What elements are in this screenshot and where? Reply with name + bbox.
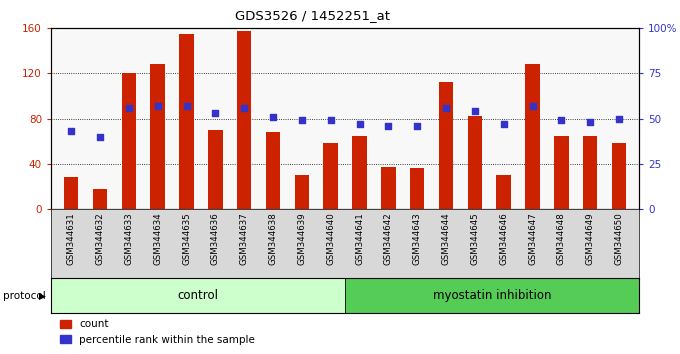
Bar [266,132,280,209]
Point [441,105,452,110]
Text: GSM344632: GSM344632 [95,212,105,265]
Text: GSM344637: GSM344637 [239,212,249,265]
Point [123,105,134,110]
Point [383,123,394,129]
Text: GSM344650: GSM344650 [615,212,624,265]
Text: GSM344634: GSM344634 [153,212,163,265]
Bar [237,30,252,209]
Bar [352,136,367,209]
Text: GSM344646: GSM344646 [499,212,508,265]
Point [152,103,163,109]
Text: GSM344640: GSM344640 [326,212,335,265]
Point [325,118,336,123]
Text: GDS3526 / 1452251_at: GDS3526 / 1452251_at [235,9,390,22]
Text: protocol: protocol [3,291,46,301]
Point [95,134,105,139]
Bar [208,130,222,209]
Bar [612,143,626,209]
Text: GSM344636: GSM344636 [211,212,220,265]
Text: GSM344631: GSM344631 [67,212,75,265]
Text: GSM344645: GSM344645 [471,212,479,265]
Bar [324,143,338,209]
Bar [122,74,136,209]
Point [66,129,77,134]
Text: ▶: ▶ [39,292,46,301]
Point [210,110,221,116]
Text: control: control [177,289,218,302]
Point [296,118,307,123]
Bar [496,175,511,209]
Bar [180,34,194,209]
Point [613,116,624,121]
Point [469,109,480,114]
Text: GSM344647: GSM344647 [528,212,537,265]
Text: GSM344635: GSM344635 [182,212,191,265]
Legend: count, percentile rank within the sample: count, percentile rank within the sample [56,315,259,349]
Bar [294,175,309,209]
Text: GSM344638: GSM344638 [269,212,277,265]
Point [181,103,192,109]
Point [239,105,250,110]
Point [585,119,596,125]
Point [412,123,423,129]
Point [556,118,567,123]
Bar [345,278,639,313]
Text: GSM344649: GSM344649 [585,212,595,265]
Text: GSM344642: GSM344642 [384,212,393,265]
Text: GSM344641: GSM344641 [355,212,364,265]
Point [498,121,509,127]
Bar [51,278,345,313]
Text: myostatin inhibition: myostatin inhibition [433,289,551,302]
Point [354,121,365,127]
Bar [92,189,107,209]
Bar [554,136,568,209]
Text: GSM344648: GSM344648 [557,212,566,265]
Bar [526,64,540,209]
Text: GSM344643: GSM344643 [413,212,422,265]
Point [527,103,538,109]
Text: GSM344633: GSM344633 [124,212,133,265]
Bar [64,177,78,209]
Bar [381,167,396,209]
Bar [410,168,424,209]
Bar [468,116,482,209]
Bar [439,82,454,209]
Bar [583,136,598,209]
Text: GSM344639: GSM344639 [297,212,307,265]
Bar [150,64,165,209]
Point [267,114,278,120]
Text: GSM344644: GSM344644 [441,212,451,265]
